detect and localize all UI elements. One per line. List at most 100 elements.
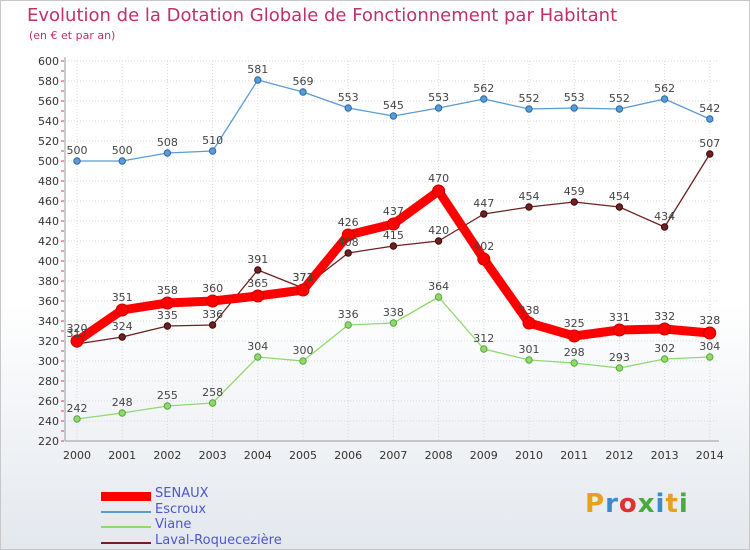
y-tick-label: 420 bbox=[38, 235, 59, 248]
data-point bbox=[251, 289, 265, 303]
data-point bbox=[525, 356, 533, 364]
data-point bbox=[658, 322, 672, 336]
data-label: 301 bbox=[519, 343, 540, 356]
y-tick-label: 520 bbox=[38, 135, 59, 148]
data-labels: 320 351 358 360 365 371 426 437 470 402 338 325 331 3… bbox=[67, 63, 721, 415]
data-label: 320 bbox=[67, 322, 88, 335]
data-label: 470 bbox=[428, 172, 449, 185]
data-point bbox=[70, 334, 84, 348]
data-point bbox=[660, 95, 669, 103]
data-point bbox=[344, 249, 352, 257]
data-point bbox=[299, 357, 307, 365]
data-label: 258 bbox=[202, 386, 223, 399]
data-point bbox=[206, 294, 220, 308]
y-tick-label: 300 bbox=[38, 355, 59, 368]
data-label: 553 bbox=[428, 91, 449, 104]
data-point bbox=[567, 329, 581, 343]
data-label: 447 bbox=[473, 197, 494, 210]
y-tick-label: 280 bbox=[38, 375, 59, 388]
data-label: 542 bbox=[699, 102, 720, 115]
data-point bbox=[480, 210, 488, 218]
data-label: 426 bbox=[338, 216, 359, 229]
data-point bbox=[254, 266, 262, 274]
data-point bbox=[525, 203, 533, 211]
data-label: 335 bbox=[157, 309, 178, 322]
data-point bbox=[341, 228, 355, 242]
data-point bbox=[660, 223, 669, 231]
y-tick-label: 380 bbox=[38, 275, 59, 288]
data-point bbox=[570, 104, 578, 112]
y-tick-label: 340 bbox=[38, 315, 59, 328]
data-label: 562 bbox=[473, 82, 494, 95]
data-point bbox=[296, 283, 310, 297]
data-point bbox=[706, 150, 714, 158]
y-tick-label: 360 bbox=[38, 295, 59, 308]
data-point bbox=[660, 355, 669, 363]
y-tick-label: 540 bbox=[38, 115, 59, 128]
data-point bbox=[299, 88, 307, 96]
data-label: 510 bbox=[202, 134, 223, 147]
data-label: 325 bbox=[564, 317, 585, 330]
data-point bbox=[163, 149, 172, 157]
y-tick-label: 240 bbox=[38, 415, 59, 428]
y-tick-label: 320 bbox=[38, 335, 59, 348]
data-label: 552 bbox=[609, 92, 630, 105]
data-point bbox=[163, 322, 172, 330]
data-label: 360 bbox=[202, 282, 223, 295]
data-label: 459 bbox=[564, 185, 585, 198]
data-point bbox=[615, 203, 624, 211]
data-label: 324 bbox=[112, 320, 133, 333]
x-tick-label: 2001 bbox=[108, 449, 136, 462]
data-label: 351 bbox=[112, 291, 133, 304]
data-label: 328 bbox=[699, 314, 720, 327]
data-label: 358 bbox=[157, 284, 178, 297]
data-point bbox=[118, 333, 126, 341]
x-tick-label: 2008 bbox=[425, 449, 453, 462]
data-point bbox=[480, 345, 488, 353]
data-label: 500 bbox=[112, 144, 133, 157]
x-tick-label: 2004 bbox=[244, 449, 272, 462]
data-label: 420 bbox=[428, 224, 449, 237]
data-label: 454 bbox=[519, 190, 540, 203]
data-point bbox=[344, 321, 352, 329]
data-point bbox=[389, 112, 398, 120]
data-point bbox=[570, 198, 578, 206]
data-point bbox=[706, 353, 714, 361]
data-label: 545 bbox=[383, 99, 404, 112]
data-label: 508 bbox=[157, 136, 178, 149]
data-point bbox=[115, 303, 129, 317]
data-point bbox=[612, 323, 626, 337]
data-label: 454 bbox=[609, 190, 630, 203]
data-point bbox=[163, 402, 172, 410]
x-tick-label: 2011 bbox=[560, 449, 588, 462]
y-tick-label: 580 bbox=[38, 75, 59, 88]
x-tick-label: 2010 bbox=[515, 449, 543, 462]
y-tick-label: 440 bbox=[38, 215, 59, 228]
data-point bbox=[208, 399, 217, 407]
data-point bbox=[389, 319, 398, 327]
data-label: 304 bbox=[699, 340, 720, 353]
data-point bbox=[208, 147, 217, 155]
x-tick-label: 2007 bbox=[379, 449, 407, 462]
data-label: 365 bbox=[247, 277, 268, 290]
data-label: 338 bbox=[383, 306, 404, 319]
y-tick-label: 260 bbox=[38, 395, 59, 408]
data-label: 298 bbox=[564, 346, 585, 359]
legend-swatch bbox=[101, 491, 151, 501]
data-point bbox=[570, 359, 578, 367]
data-point bbox=[386, 217, 400, 231]
data-label: 336 bbox=[202, 308, 223, 321]
x-tick-label: 2012 bbox=[605, 449, 633, 462]
data-point bbox=[118, 409, 126, 417]
y-tick-label: 500 bbox=[38, 155, 59, 168]
data-label: 248 bbox=[112, 396, 133, 409]
series-layer bbox=[70, 76, 717, 423]
x-tick-label: 2006 bbox=[334, 449, 362, 462]
data-point bbox=[254, 76, 262, 84]
y-tick-label: 400 bbox=[38, 255, 59, 268]
data-label: 331 bbox=[609, 311, 630, 324]
data-label: 338 bbox=[519, 304, 540, 317]
data-label: 553 bbox=[564, 91, 585, 104]
data-label: 373 bbox=[293, 271, 314, 284]
